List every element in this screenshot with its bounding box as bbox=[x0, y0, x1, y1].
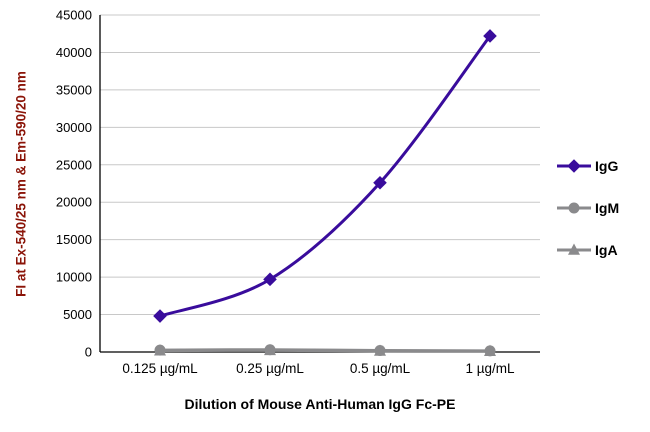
legend-item-igg: IgG bbox=[556, 158, 619, 174]
legend-item-iga: IgA bbox=[556, 242, 619, 258]
x-tick-label: 1 µg/mL bbox=[465, 361, 515, 376]
y-tick-label: 35000 bbox=[56, 82, 92, 97]
series-line-igm bbox=[159, 348, 491, 353]
diamond-marker bbox=[567, 159, 581, 173]
x-tick-label: 0.5 µg/mL bbox=[350, 361, 411, 376]
circle-marker bbox=[154, 344, 166, 356]
y-tick-label: 20000 bbox=[56, 195, 92, 210]
y-tick-label: 10000 bbox=[56, 270, 92, 285]
y-tick-label: 45000 bbox=[56, 8, 92, 23]
legend-item-igm: IgM bbox=[556, 200, 619, 216]
legend: IgG IgM IgA bbox=[556, 158, 619, 258]
circle-marker bbox=[264, 344, 276, 356]
legend-label: IgG bbox=[595, 158, 619, 174]
series-line-igg bbox=[159, 35, 492, 318]
legend-key-igm bbox=[557, 202, 591, 214]
diamond-marker bbox=[153, 309, 167, 323]
y-tick-label: 30000 bbox=[56, 120, 92, 135]
legend-key-igg bbox=[557, 159, 591, 173]
y-tick-label: 40000 bbox=[56, 45, 92, 60]
y-tick-label: 0 bbox=[85, 345, 92, 360]
y-tick-label: 15000 bbox=[56, 232, 92, 247]
circle-marker bbox=[568, 202, 580, 214]
legend-key-iga bbox=[557, 243, 591, 255]
diamond-marker bbox=[483, 29, 497, 43]
y-tick-label: 25000 bbox=[56, 157, 92, 172]
circle-marker bbox=[374, 345, 386, 357]
y-axis-title: FI at Ex-540/25 nm & Em-590/20 nm bbox=[13, 71, 29, 297]
y-tick-label: 5000 bbox=[63, 307, 92, 322]
x-axis-title: Dilution of Mouse Anti-Human IgG Fc-PE bbox=[184, 396, 456, 412]
circle-marker bbox=[484, 345, 496, 357]
legend-label: IgA bbox=[595, 242, 618, 258]
triangle-marker bbox=[568, 243, 580, 255]
diamond-marker bbox=[373, 175, 387, 190]
legend-label: IgM bbox=[595, 200, 620, 216]
diamond-marker bbox=[263, 272, 277, 287]
x-tick-label: 0.25 µg/mL bbox=[236, 361, 304, 376]
x-tick-label: 0.125 µg/mL bbox=[122, 361, 198, 376]
